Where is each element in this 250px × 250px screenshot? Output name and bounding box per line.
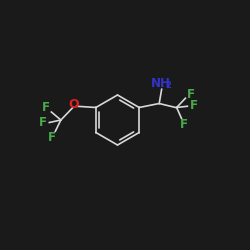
Text: F: F (38, 116, 46, 128)
Text: F: F (187, 88, 195, 101)
Text: NH: NH (151, 77, 171, 90)
Text: F: F (48, 131, 56, 144)
Text: F: F (190, 99, 198, 112)
Text: F: F (42, 102, 50, 114)
Text: 2: 2 (165, 81, 171, 90)
Text: O: O (68, 98, 79, 111)
Text: F: F (180, 118, 188, 131)
